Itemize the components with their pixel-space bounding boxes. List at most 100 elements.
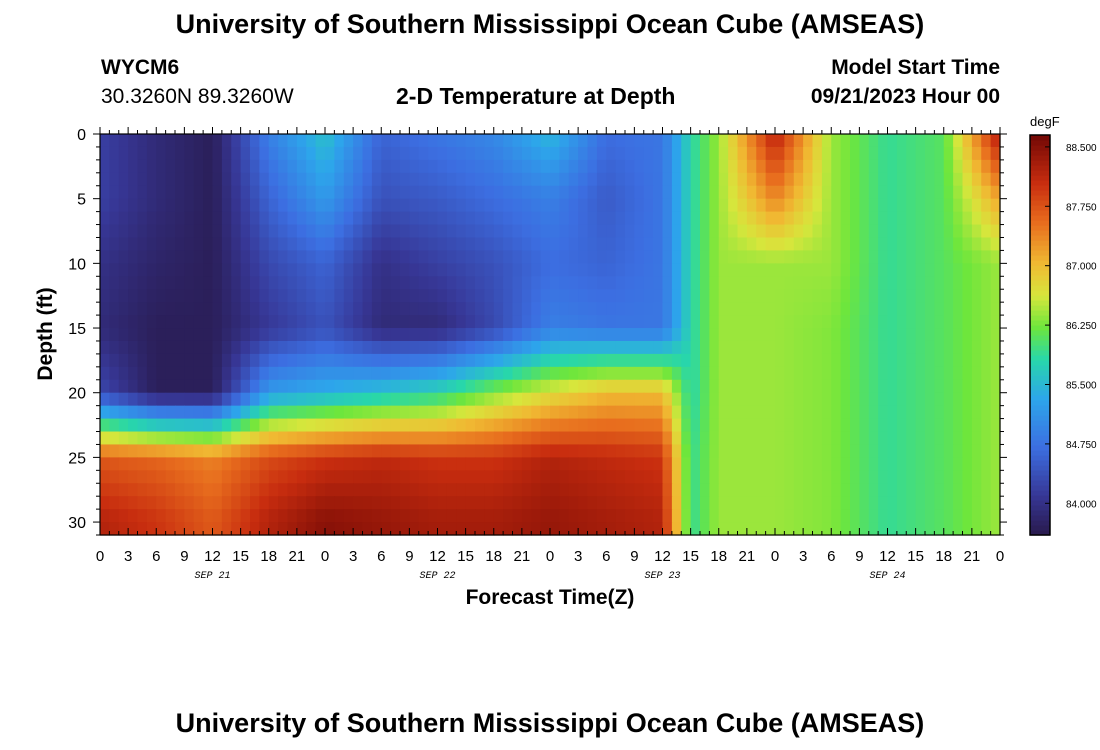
heatmap-cell: [287, 392, 298, 407]
heatmap-cell: [634, 224, 645, 239]
heatmap-cell: [718, 340, 729, 355]
heatmap-cell: [653, 457, 664, 471]
heatmap-cell: [737, 276, 748, 290]
heatmap-cell: [484, 224, 495, 239]
heatmap-cell: [128, 185, 139, 200]
heatmap-cell: [690, 522, 701, 536]
heatmap-cell: [109, 224, 120, 239]
heatmap-cell: [306, 263, 317, 277]
heatmap-cell: [718, 470, 729, 484]
heatmap-cell: [550, 328, 560, 342]
heatmap-cell: [971, 509, 982, 523]
heatmap-cell: [109, 172, 120, 187]
heatmap-cell: [653, 509, 664, 523]
heatmap-cell: [634, 483, 645, 497]
heatmap-cell: [925, 302, 935, 316]
heatmap-cell: [737, 172, 748, 187]
heatmap-cell: [840, 185, 851, 200]
heatmap-cell: [971, 289, 982, 303]
heatmap-cell: [146, 418, 157, 433]
heatmap-cell: [540, 405, 551, 420]
heatmap-cell: [156, 237, 167, 252]
heatmap-cell: [540, 211, 551, 226]
heatmap-cell: [850, 315, 860, 329]
heatmap-cell: [615, 457, 626, 471]
heatmap-cell: [943, 483, 954, 497]
heatmap-cell: [765, 340, 776, 355]
heatmap-cell: [353, 418, 364, 433]
heatmap-cell: [146, 211, 157, 226]
heatmap-cell: [615, 379, 626, 394]
heatmap-cell: [343, 431, 354, 446]
heatmap-cell: [653, 392, 664, 407]
heatmap-cell: [971, 405, 982, 420]
heatmap-cell: [334, 263, 345, 277]
heatmap-cell: [653, 237, 664, 252]
heatmap-cell: [587, 302, 598, 316]
heatmap-cell: [803, 379, 814, 394]
heatmap-cell: [250, 379, 260, 394]
heatmap-cell: [334, 185, 345, 200]
x-tick-label: 3: [124, 548, 132, 565]
heatmap-cell: [259, 340, 270, 355]
heatmap-cell: [400, 224, 410, 239]
heatmap-cell: [137, 522, 148, 536]
heatmap-cell: [400, 470, 410, 484]
heatmap-cell: [643, 457, 654, 471]
heatmap-cell: [718, 302, 729, 316]
heatmap-cell: [512, 224, 523, 239]
heatmap-cell: [690, 496, 701, 510]
heatmap-cell: [578, 483, 589, 497]
heatmap-cell: [184, 522, 195, 536]
heatmap-cell: [578, 263, 589, 277]
heatmap-cell: [334, 379, 345, 394]
heatmap-cell: [484, 250, 495, 264]
heatmap-cell: [775, 483, 785, 497]
heatmap-cell: [981, 237, 992, 252]
heatmap-cell: [203, 366, 214, 381]
heatmap-cell: [100, 224, 110, 239]
heatmap-cell: [793, 315, 804, 329]
heatmap-cell: [212, 146, 223, 161]
heatmap-cell: [165, 522, 176, 536]
heatmap-cell: [371, 444, 382, 458]
colorbar-tick-label: 88.500: [1066, 143, 1097, 154]
heatmap-cell: [109, 392, 120, 407]
heatmap-cell: [737, 444, 748, 458]
heatmap-cell: [596, 509, 607, 523]
heatmap-cell: [109, 379, 120, 394]
heatmap-cell: [306, 496, 317, 510]
heatmap-cell: [128, 159, 139, 174]
heatmap-cell: [840, 250, 851, 264]
heatmap-cell: [531, 470, 542, 484]
heatmap-cell: [531, 522, 542, 536]
heatmap-cell: [606, 146, 617, 161]
heatmap-cell: [296, 328, 307, 342]
heatmap-cell: [456, 496, 467, 510]
heatmap-cell: [221, 496, 232, 510]
heatmap-cell: [362, 276, 373, 290]
heatmap-cell: [446, 146, 457, 161]
heatmap-cell: [934, 496, 945, 510]
heatmap-cell: [446, 444, 457, 458]
heatmap-cell: [400, 185, 410, 200]
heatmap-cell: [353, 483, 364, 497]
heatmap-cell: [475, 302, 485, 316]
heatmap-cell: [334, 250, 345, 264]
heatmap-cell: [568, 159, 579, 174]
colorbar-swatch: [1030, 480, 1050, 486]
heatmap-cell: [887, 134, 898, 148]
heatmap-cell: [118, 418, 129, 433]
heatmap-cell: [512, 276, 523, 290]
colorbar-swatch: [1030, 155, 1050, 161]
heatmap-cell: [887, 146, 898, 161]
heatmap-cell: [100, 392, 110, 407]
x-tick-label: 0: [996, 548, 1004, 565]
heatmap-cell: [850, 470, 860, 484]
heatmap-cell: [925, 289, 935, 303]
heatmap-cell: [381, 405, 392, 420]
heatmap-cell: [418, 392, 429, 407]
heatmap-cell: [971, 418, 982, 433]
heatmap-cell: [353, 185, 364, 200]
heatmap-cell: [746, 134, 757, 148]
